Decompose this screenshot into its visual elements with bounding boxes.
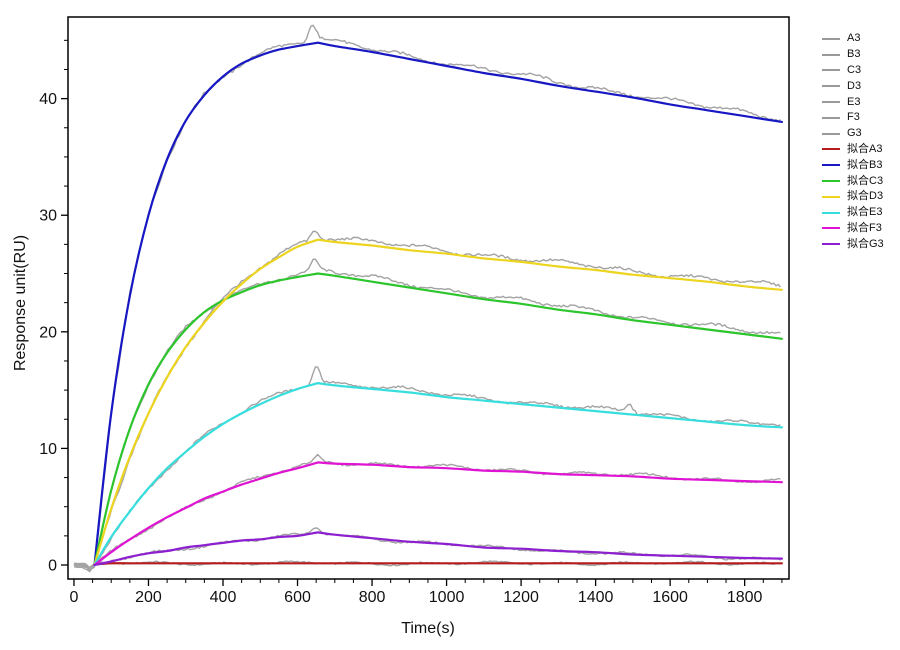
legend-label: 拟合G3 [847, 237, 884, 250]
legend-item-A3: A3 [822, 31, 884, 47]
legend-label: 拟合C3 [847, 174, 884, 187]
legend-swatch [822, 132, 840, 135]
legend-item-D3: D3 [822, 78, 884, 94]
fit-curve-F3 [93, 461, 783, 567]
legend-item-C3: C3 [822, 63, 884, 79]
legend-item-E3: 拟合E3 [822, 205, 884, 221]
legend-label: B3 [847, 48, 861, 61]
y-tick-label: 10 [39, 441, 57, 458]
fit-curve-E3 [93, 382, 783, 567]
x-tick-label: 0 [70, 589, 79, 606]
legend-item-F3: 拟合F3 [822, 221, 884, 237]
raw-trace-E3 [74, 366, 781, 572]
legend-swatch [822, 211, 840, 214]
legend-label: C3 [847, 63, 862, 76]
raw-trace-D3 [73, 230, 781, 569]
legend-label: 拟合A3 [847, 142, 883, 155]
legend-item-B3: B3 [822, 47, 884, 63]
x-tick-label: 1400 [578, 589, 614, 606]
legend-item-D3: 拟合D3 [822, 189, 884, 205]
x-tick-label: 1200 [503, 589, 539, 606]
y-axis-title: Response unit(RU) [12, 234, 29, 372]
y-tick-label: 0 [48, 558, 57, 575]
legend-label: A3 [847, 32, 861, 45]
raw-trace-F3 [73, 453, 781, 571]
legend-swatch [822, 227, 840, 230]
legend-swatch [822, 101, 840, 104]
legend-label: 拟合D3 [847, 190, 884, 203]
legend-item-G3: 拟合G3 [822, 236, 884, 252]
legend-swatch [822, 164, 840, 167]
plot-border [67, 16, 790, 580]
fit-curve-B3 [93, 41, 783, 567]
fit-curve-D3 [93, 238, 783, 567]
x-tick-label: 600 [284, 589, 311, 606]
legend-swatch [822, 116, 840, 119]
legend-swatch [822, 243, 840, 246]
legend-item-C3: 拟合C3 [822, 173, 884, 189]
legend-swatch [822, 195, 840, 198]
x-tick-label: 1800 [727, 589, 763, 606]
legend-label: G3 [847, 127, 862, 140]
legend-label: 拟合E3 [847, 206, 883, 219]
y-tick-label: 40 [39, 91, 57, 108]
legend-label: 拟合F3 [847, 221, 882, 234]
legend-label: 拟合B3 [847, 158, 883, 171]
legend: A3 B3 C3 D3 E3 F3 G3 拟合A3 拟合B3 拟合C3 拟合D3 拟合E3 拟合F3 拟合… [822, 31, 884, 252]
legend-item-E3: E3 [822, 94, 884, 110]
x-tick-label: 1600 [652, 589, 688, 606]
x-axis-title: Time(s) [401, 620, 455, 637]
legend-item-F3: F3 [822, 110, 884, 126]
x-tick-label: 1000 [429, 589, 465, 606]
y-tick-label: 30 [39, 208, 57, 225]
x-tick-label: 800 [359, 589, 386, 606]
legend-swatch [822, 37, 840, 40]
legend-swatch [822, 180, 840, 183]
legend-item-B3: 拟合B3 [822, 157, 884, 173]
legend-swatch [822, 85, 840, 88]
x-tick-label: 400 [210, 589, 237, 606]
fit-curve-A3 [93, 562, 783, 566]
legend-label: E3 [847, 95, 861, 108]
y-tick-label: 20 [39, 324, 57, 341]
legend-swatch [822, 53, 840, 56]
raw-trace-B3 [73, 24, 781, 573]
fit-curve-G3 [93, 531, 783, 567]
legend-label: F3 [847, 111, 860, 124]
legend-item-A3: 拟合A3 [822, 142, 884, 158]
legend-label: D3 [847, 79, 862, 92]
legend-swatch [822, 148, 840, 151]
x-tick-label: 200 [135, 589, 162, 606]
fit-curve-C3 [93, 272, 783, 567]
legend-item-G3: G3 [822, 126, 884, 142]
legend-swatch [822, 69, 840, 72]
